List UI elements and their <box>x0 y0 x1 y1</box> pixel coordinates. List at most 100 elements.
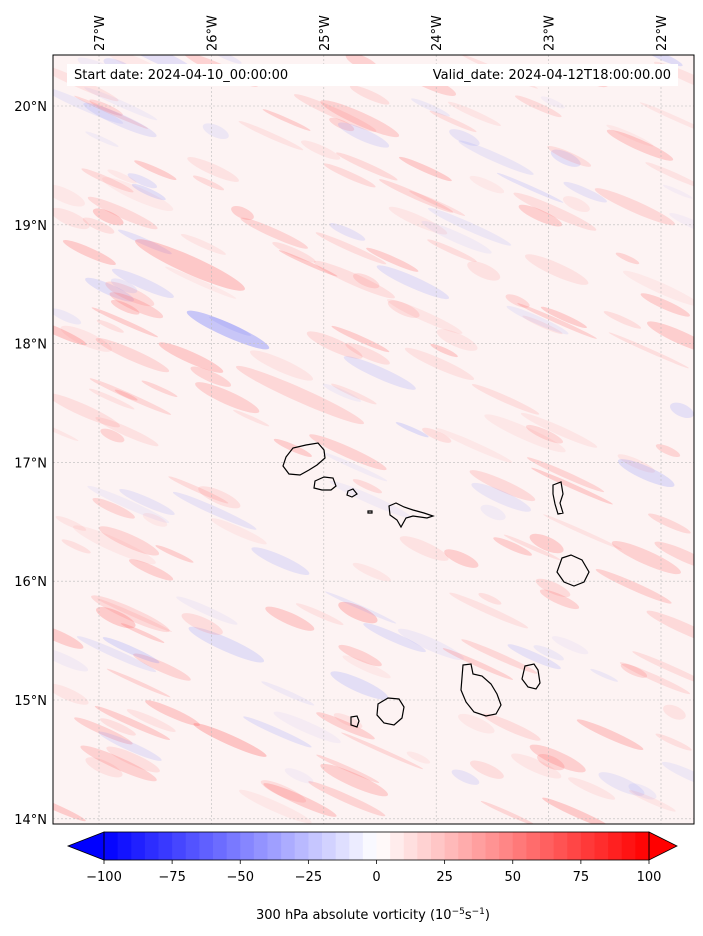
colorbar-step <box>185 832 200 860</box>
colorbar-tick-label: −75 <box>158 870 185 885</box>
vorticity-streak <box>641 55 683 67</box>
vorticity-streak <box>231 206 254 220</box>
lat-tick-label: 19°N <box>14 219 47 234</box>
vorticity-streak <box>106 668 171 698</box>
island-sal <box>552 481 564 515</box>
vorticity-streak <box>493 537 532 556</box>
vorticity-streak <box>119 488 175 516</box>
vorticity-streak <box>181 613 223 635</box>
latitude-tick-labels: 20°N 19°N 18°N 17°N 16°N 15°N 14°N <box>14 100 47 828</box>
vorticity-streak <box>363 623 426 653</box>
valid-date-label: Valid_date: 2024-04-12T18:00:00.00 <box>433 68 671 83</box>
vorticity-streak <box>470 760 504 779</box>
vorticity-streak <box>92 208 124 226</box>
vorticity-streak <box>95 337 170 373</box>
vorticity-streak <box>53 86 124 124</box>
vorticity-streak <box>398 156 452 182</box>
vorticity-streak <box>467 261 501 281</box>
vorticity-streak <box>84 87 158 121</box>
vorticity-streak <box>480 504 506 521</box>
vorticity-streak <box>551 636 589 655</box>
colorbar-tick-label: 75 <box>573 870 590 885</box>
colorbar-step <box>540 832 555 860</box>
vorticity-streak <box>73 525 156 565</box>
colorbar-step <box>199 832 214 860</box>
vorticity-streak <box>341 732 424 770</box>
colorbar-step <box>499 832 514 860</box>
start-date-label: Start date: 2024-04-10_00:00:00 <box>74 68 288 83</box>
colorbar-step <box>172 832 187 860</box>
vorticity-streak <box>261 681 315 706</box>
vorticity-streak <box>133 653 191 681</box>
vorticity-streak <box>506 305 569 335</box>
vorticity-streak <box>176 596 238 625</box>
lat-tick-label: 20°N <box>14 100 47 115</box>
vorticity-streak <box>576 719 644 751</box>
vorticity-streak <box>563 181 607 203</box>
vorticity-streak <box>92 498 135 519</box>
vorticity-streak <box>611 541 681 575</box>
vorticity-streak <box>53 308 82 325</box>
vorticity-streak <box>53 647 89 672</box>
map-gridlines <box>53 55 694 824</box>
vorticity-streak <box>320 100 400 138</box>
vorticity-streak <box>507 644 561 670</box>
vorticity-streak <box>238 120 304 151</box>
vorticity-streak <box>640 293 690 317</box>
vorticity-feature <box>235 365 365 425</box>
vorticity-feature <box>263 783 337 817</box>
vorticity-streak <box>74 717 133 745</box>
longitude-tick-labels: 27°W 26°W 25°W 24°W 23°W 22°W <box>93 15 670 51</box>
vorticity-streak <box>61 539 91 554</box>
vorticity-streak <box>568 777 616 800</box>
colorbar-step <box>226 832 241 860</box>
vorticity-streak <box>338 644 382 667</box>
vorticity-streak <box>338 601 378 624</box>
vorticity-streak <box>427 239 477 263</box>
vorticity-streak <box>449 592 529 629</box>
vorticity-streak <box>518 204 563 227</box>
vorticity-streak <box>617 459 675 488</box>
vorticity-streak <box>594 188 675 226</box>
vorticity-streak <box>91 595 170 633</box>
vorticity-streak <box>469 175 505 194</box>
colorbar-step <box>131 832 146 860</box>
lon-tick-label: 25°W <box>318 15 333 51</box>
lon-tick-label: 22°W <box>655 15 670 51</box>
vorticity-streak <box>53 184 85 207</box>
vorticity-streak <box>655 444 681 458</box>
colorbar-tick-label: 25 <box>436 870 453 885</box>
vorticity-streak <box>180 233 226 255</box>
vorticity-streak <box>514 95 562 118</box>
vorticity-streak <box>429 110 477 133</box>
vorticity-streak <box>333 713 363 729</box>
vorticity-streak <box>109 292 164 319</box>
vorticity-streak <box>142 513 168 527</box>
vorticity-streak <box>520 412 598 448</box>
vorticity-streak <box>647 321 694 354</box>
vorticity-streak <box>529 744 586 773</box>
vorticity-streak <box>100 428 125 443</box>
vorticity-streak <box>284 768 314 784</box>
colorbar-step <box>621 832 636 860</box>
colorbar-step <box>512 832 527 860</box>
island-santa-luzia <box>346 488 358 498</box>
colorbar-step <box>458 832 473 860</box>
vorticity-streak <box>80 745 157 782</box>
vorticity-streak <box>421 220 492 254</box>
vorticity-streak <box>97 598 172 632</box>
vorticity-streak <box>343 356 416 390</box>
vorticity-streak <box>606 129 674 161</box>
vorticity-streak <box>615 252 640 265</box>
vorticity-streak <box>376 265 450 300</box>
vorticity-streak <box>322 383 362 402</box>
vorticity-streak <box>329 223 366 241</box>
vorticity-streak <box>661 761 694 788</box>
lat-tick-label: 18°N <box>14 338 47 353</box>
vorticity-streak <box>395 422 429 438</box>
vorticity-feature <box>135 239 245 291</box>
vorticity-streak <box>562 196 590 213</box>
vorticity-streak <box>94 705 170 741</box>
vorticity-streak <box>74 95 149 129</box>
